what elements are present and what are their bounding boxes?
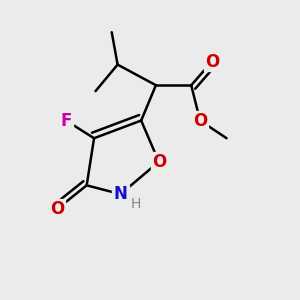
Text: O: O	[50, 200, 64, 218]
Text: H: H	[131, 197, 141, 212]
Bar	[192, 111, 208, 130]
Text: N: N	[114, 185, 128, 203]
Bar	[151, 152, 167, 171]
Bar	[59, 111, 74, 130]
Bar	[49, 199, 65, 218]
Text: O: O	[193, 112, 207, 130]
Text: O: O	[205, 53, 219, 71]
Text: F: F	[60, 112, 72, 130]
Text: O: O	[152, 153, 166, 171]
Bar	[204, 52, 220, 71]
Bar	[112, 184, 129, 204]
